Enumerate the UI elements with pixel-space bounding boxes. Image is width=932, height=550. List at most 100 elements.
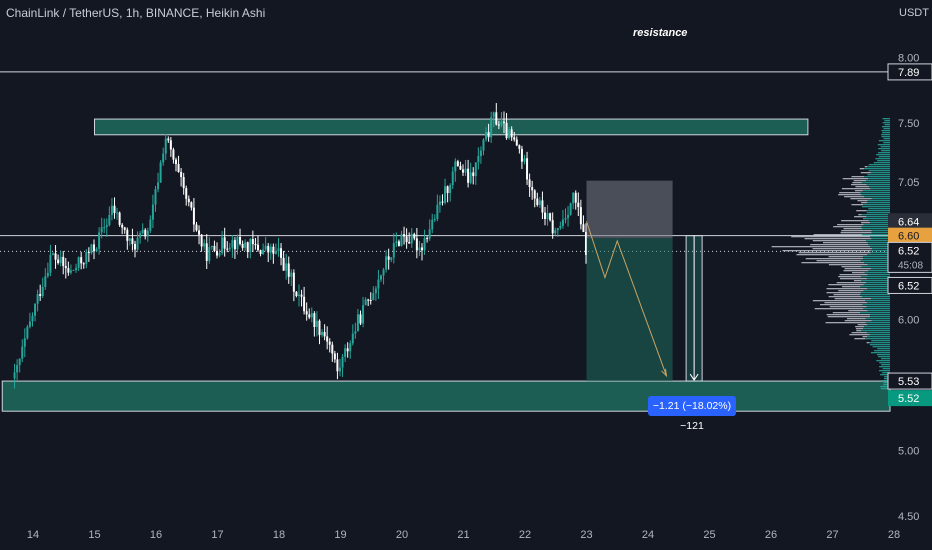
profile-bar-value [872,346,890,348]
profile-bar-value [873,162,890,164]
profile-bar-value [869,316,890,318]
time-tick-label: 22 [519,529,531,541]
axis-layer: 8.00 7.50 7.05 6.00 5.00 4.50 14 15 16 17 18 19 20 21… [27,53,932,541]
candle-body [267,245,270,253]
profile-bar-value [865,322,890,324]
profile-bar [857,200,868,202]
profile-bar [804,238,872,240]
profile-bar [843,228,863,230]
profile-bar-value [867,200,890,202]
time-tick-label: 21 [457,529,469,541]
profile-bar [861,202,868,204]
candle-body [98,232,101,249]
candle-body [198,230,201,235]
candle-body [461,169,464,173]
candle-body [477,156,480,163]
profile-bar [833,226,862,228]
candle-body [538,200,541,205]
candle-body [162,153,165,163]
candle-body [328,341,331,345]
profile-bar [810,244,869,246]
candles-layer [13,103,587,389]
profile-bar [859,168,865,170]
profile-bar [851,332,868,334]
profile-bar-value [876,154,890,156]
candle-body [274,251,277,254]
candle-body [518,145,521,149]
profile-bar-value [883,384,890,386]
projected-path [586,221,667,377]
candle-body [23,338,26,347]
profile-bar-value [864,168,890,170]
candle-body [46,272,49,277]
candle-body [469,172,472,183]
candle-body [356,314,359,332]
profile-bar-value [868,208,890,210]
profile-bar [838,290,864,292]
profile-bar-value [871,230,890,232]
profile-bar [823,242,868,244]
candle-body [513,137,516,140]
candle-body [226,248,229,250]
profile-bar-value [867,332,890,334]
candle-body [500,121,503,126]
candle-body [290,272,293,277]
candle-body [456,161,459,167]
candle-body [128,238,131,241]
candle-body [410,233,413,244]
price-tick-label: 8.00 [898,53,919,65]
candle-body [36,294,39,304]
profile-bar-value [866,278,890,280]
time-tick-label: 15 [88,529,100,541]
candle-body [344,348,347,357]
candle-body [318,320,321,336]
candle-body [190,202,193,208]
profile-bar-value [878,148,890,150]
candle-body [62,256,65,266]
profile-bar-value [862,190,890,192]
candle-body [215,250,218,256]
candle-body [418,247,421,251]
profile-bar [854,190,863,192]
candle-body [303,296,306,312]
profile-bar-value [867,174,890,176]
candle-body [54,253,57,260]
profile-bar [849,334,870,336]
profile-bar-value [883,378,890,380]
profile-bar [841,220,869,222]
candle-body [482,139,485,151]
profile-bar [855,186,870,188]
profile-bar [828,256,863,258]
resistance-annotation: resistance [633,27,688,39]
candle-body [49,254,52,273]
resistance-line-label: 7.89 [898,67,919,79]
candle-body [495,112,498,125]
profile-bar-value [863,284,890,286]
profile-bar-value [877,354,890,356]
profile-bar-value [864,272,890,274]
chart-title: ChainLink / TetherUS, 1h, BINANCE, Heiki… [6,6,266,20]
profile-bar [826,314,871,316]
candle-body [564,218,567,220]
last-price-label-bg [888,227,932,244]
measure-label[interactable]: −1.21 (−18.02%) −121 [648,396,736,432]
candle-body [92,244,95,252]
candle-body [308,314,311,318]
profile-bar-value [870,246,890,248]
candle-body [336,359,339,372]
profile-bar [856,330,862,332]
time-tick-label: 28 [888,529,900,541]
candle-body [523,158,526,162]
candle-body [374,288,377,294]
zones-layer [1,118,891,412]
profile-bar-value [870,250,890,252]
candle-body [159,162,162,183]
candle-body [105,225,108,228]
candle-body [149,219,152,231]
candle-body [228,247,231,249]
profile-bar-value [866,210,890,212]
current-price-label: 6.52 [898,245,919,257]
profile-bar-value [868,220,890,222]
